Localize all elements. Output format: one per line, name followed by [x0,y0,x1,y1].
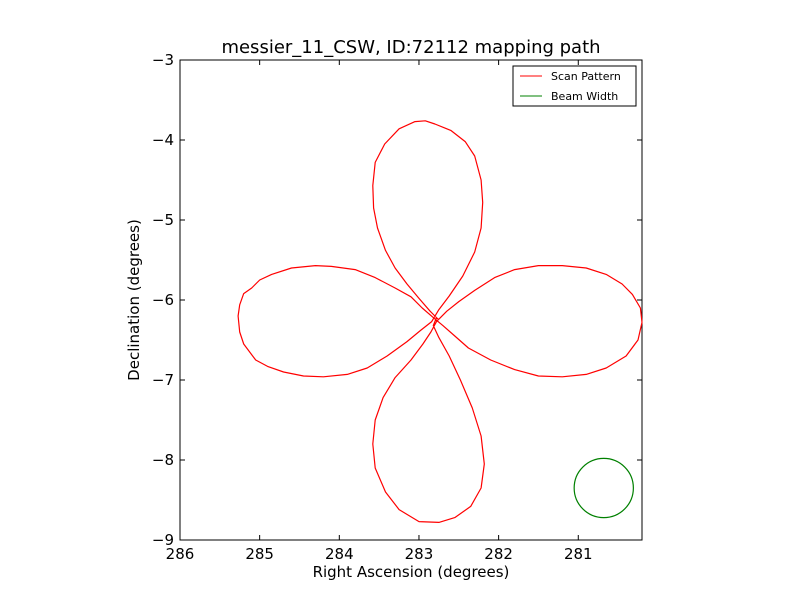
legend-label-beam-width: Beam Width [551,90,618,103]
y-tick-label: −8 [152,451,174,469]
x-tick-label: 284 [325,545,354,563]
series-layer [237,120,643,524]
series-line-scan-pattern [237,120,643,524]
x-axis: 286 285 284 283 282 281 [166,60,593,563]
x-tick-label: 281 [564,545,593,563]
y-tick-label: −4 [152,131,174,149]
legend: Scan Pattern Beam Width [512,65,637,107]
y-tick-label: −6 [152,291,174,309]
y-axis-title: Declination (degrees) [125,219,143,381]
series-circle-beam-width [573,457,634,519]
plot-area [179,59,643,541]
x-tick-label: 283 [405,545,434,563]
legend-box [512,65,637,107]
x-tick-label: 285 [245,545,274,563]
x-tick-label: 286 [166,545,195,563]
x-axis-title: Right Ascension (degrees) [313,563,510,581]
y-axis: −3 −4 −5 −6 −7 −8 −9 [152,51,642,549]
y-tick-label: −9 [152,531,174,549]
x-tick-label: 282 [484,545,513,563]
legend-label-scan-pattern: Scan Pattern [551,70,621,83]
y-tick-label: −7 [152,371,174,389]
y-tick-label: −5 [152,211,174,229]
y-tick-label: −3 [152,51,174,69]
chart-title: messier_11_CSW, ID:72112 mapping path [221,37,600,58]
